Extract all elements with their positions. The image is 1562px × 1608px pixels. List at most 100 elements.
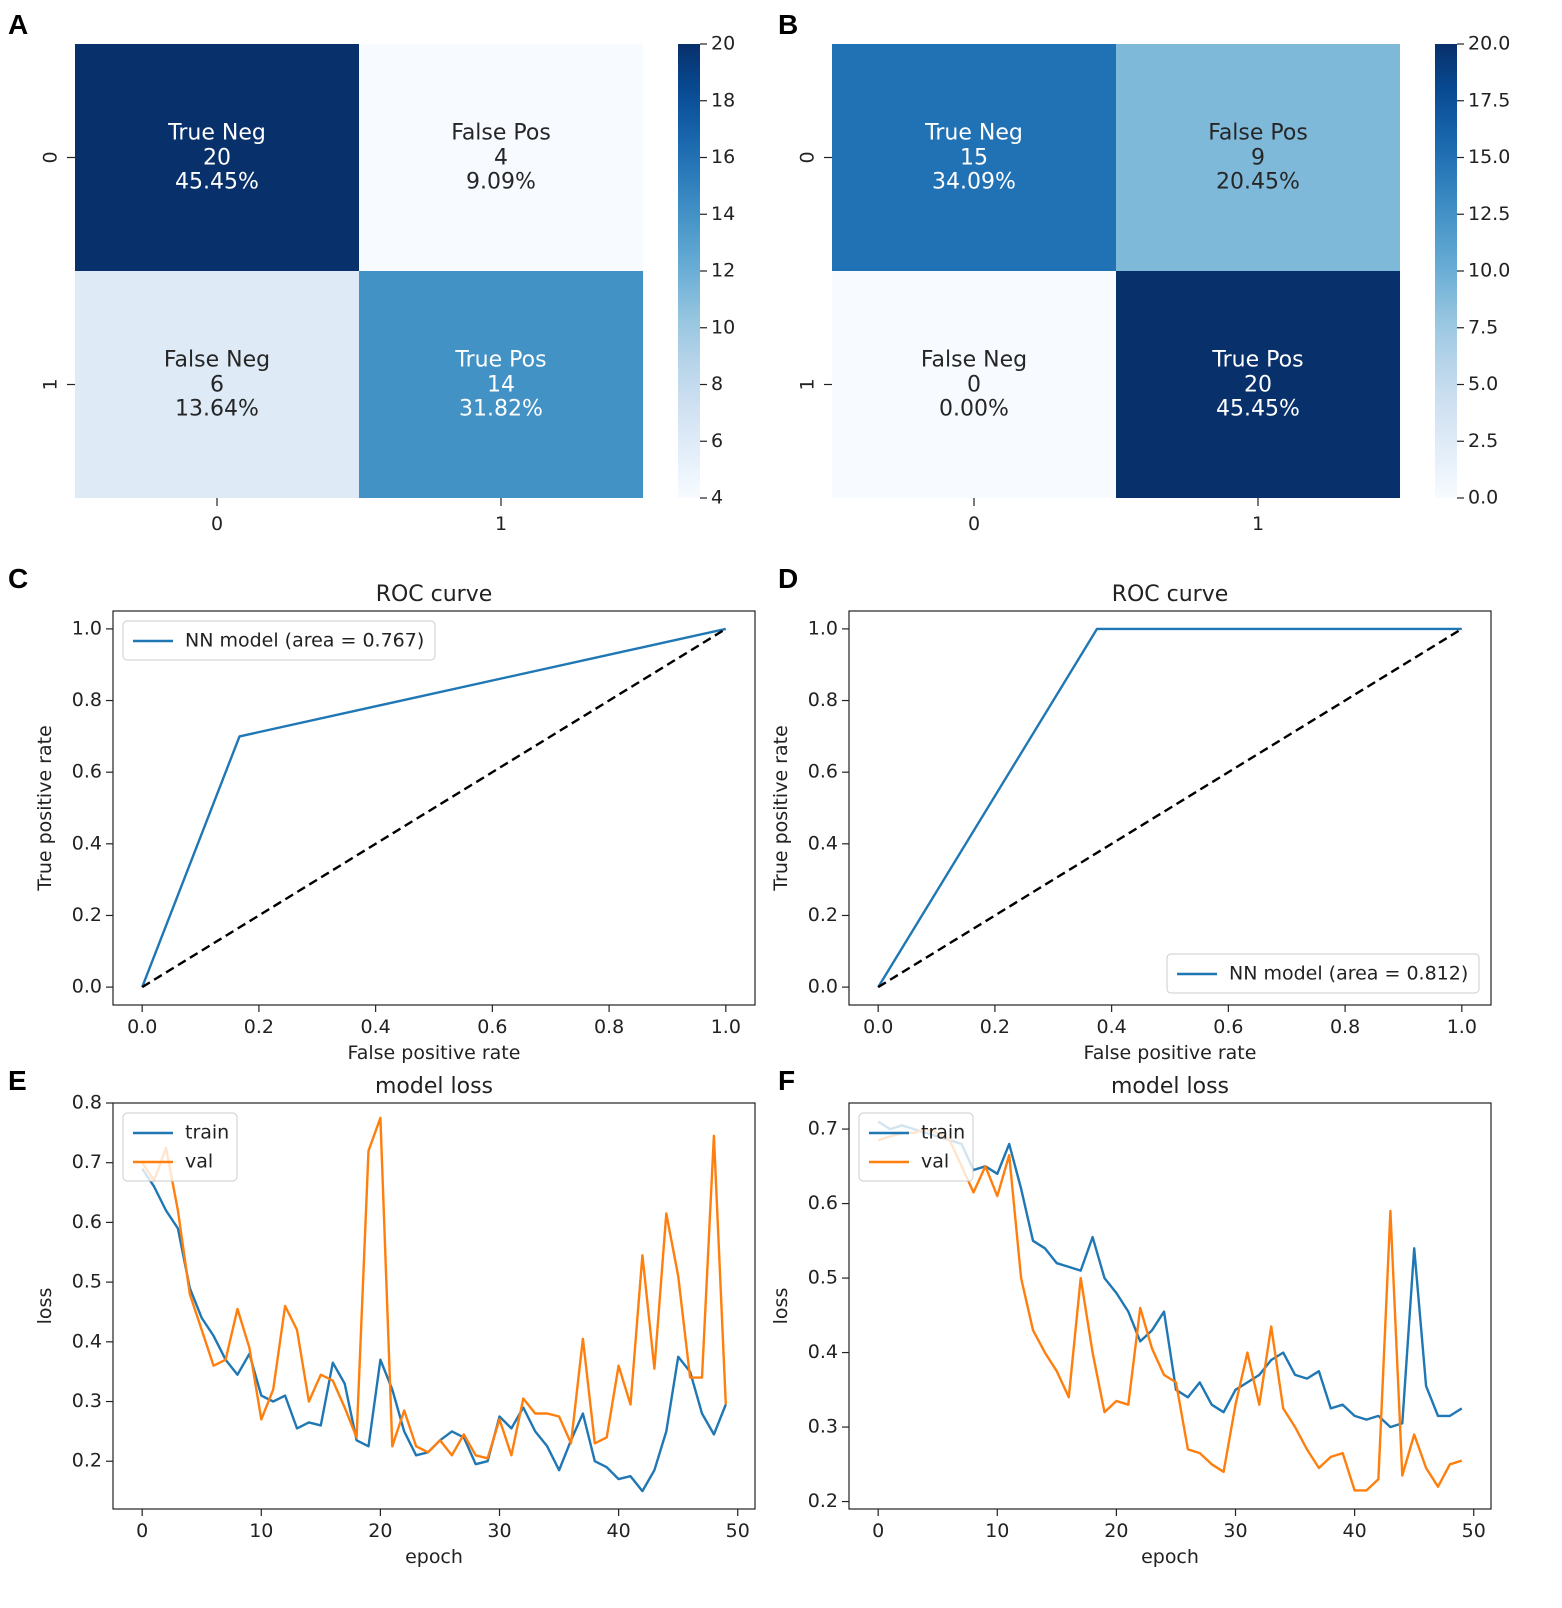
cell-count-label: 20 [203, 146, 231, 171]
cell-count-label: 4 [494, 146, 508, 171]
cell-count-label: 0 [967, 373, 981, 398]
panel-label-d: D [778, 563, 798, 594]
chance-diagonal-line [141, 627, 727, 989]
colorbar-tick-label: 18 [711, 89, 735, 111]
chart-title: ROC curve [376, 582, 493, 607]
x-tick-label: 0.6 [477, 1016, 507, 1038]
colorbar-tick-label: 5.0 [1468, 373, 1498, 395]
y-axis-label: loss [34, 1288, 56, 1325]
chance-diagonal-line [877, 627, 1463, 989]
y-tick-label: 0.7 [808, 1118, 838, 1140]
y-tick-label: 0.4 [72, 1330, 102, 1352]
heatmap-cell [359, 44, 643, 271]
y-tick-label: 0 [40, 151, 62, 163]
y-tick-label: 1 [40, 378, 62, 390]
y-tick-label: 0.4 [808, 832, 838, 854]
legend-label: NN model (area = 0.767) [185, 630, 424, 652]
x-tick-label: 0.8 [1330, 1016, 1360, 1038]
legend-label: val [921, 1151, 949, 1173]
x-tick-label: 40 [1343, 1520, 1367, 1542]
panel-label-c: C [8, 563, 28, 594]
colorbar-tick-label: 12.5 [1468, 203, 1510, 225]
y-tick-label: 0.3 [72, 1390, 102, 1412]
panel-label-e: E [8, 1065, 27, 1096]
y-tick-label: 0.0 [808, 976, 838, 998]
cell-count-label: 15 [960, 146, 988, 171]
colorbar [678, 44, 700, 498]
cell-name-label: False Neg [164, 348, 270, 373]
series-group [141, 1116, 727, 1493]
x-tick-label: 1.0 [711, 1016, 741, 1038]
legend-box [122, 620, 436, 661]
heatmap-cell [1116, 271, 1400, 498]
cell-count-label: 20 [1244, 373, 1272, 398]
legend-label: train [185, 1122, 229, 1144]
colorbar [1435, 44, 1457, 498]
cell-name-label: True Neg [167, 121, 266, 146]
colorbar-tick-label: 2.5 [1468, 430, 1498, 452]
plot-d: ROC curve 0.0 0.2 0.4 0.6 0.8 1.0 0.0 0.2 0.4 0.6 0… [770, 582, 1492, 1064]
chart-title: model loss [375, 1074, 493, 1099]
legend-box [858, 1112, 974, 1182]
series-line-nn [877, 627, 1462, 988]
x-tick-label: 0.6 [1213, 1016, 1243, 1038]
x-axis-label: False positive rate [348, 1042, 521, 1064]
y-tick-label: 0.4 [72, 832, 102, 854]
cell-percent-label: 31.82% [459, 397, 543, 422]
colorbar-tick-label: 15.0 [1468, 146, 1510, 168]
y-tick-label: 0.2 [808, 1490, 838, 1512]
x-tick-label: 50 [726, 1520, 750, 1542]
x-tick-label: 50 [1462, 1520, 1486, 1542]
colorbar-tick-label: 20.0 [1468, 33, 1510, 55]
y-tick-label: 0.5 [808, 1267, 838, 1289]
y-tick-label: 0.4 [808, 1341, 838, 1363]
y-tick-label: 0.8 [72, 1092, 102, 1114]
plot-frame [112, 1102, 756, 1510]
legend-label: val [185, 1151, 213, 1173]
cell-percent-label: 13.64% [175, 397, 259, 422]
cell-name-label: True Neg [924, 121, 1023, 146]
cell-percent-label: 45.45% [1216, 397, 1300, 422]
x-tick-label: 10 [249, 1520, 273, 1542]
plot-e: model loss 0 10 20 30 40 50 0.2 0.3 0.4 0.5 0.6 0.7 0… [34, 1074, 756, 1568]
y-axis-label: loss [770, 1288, 792, 1325]
series-line-nn [141, 627, 727, 988]
cell-percent-label: 0.00% [939, 397, 1009, 422]
x-tick-label: 0.0 [127, 1016, 157, 1038]
colorbar-tick-label: 0.0 [1468, 487, 1498, 509]
x-tick-label: 30 [487, 1520, 511, 1542]
plot-frame [112, 610, 756, 1006]
cell-percent-label: 34.09% [932, 170, 1016, 195]
plot-c: ROC curve 0.0 0.2 0.4 0.6 0.8 1.0 0.0 0.2 0.4 0.6 0… [34, 582, 756, 1064]
series-line-train [141, 1168, 727, 1493]
colorbar-tick-label: 14 [711, 203, 735, 225]
x-tick-label: 0.2 [244, 1016, 274, 1038]
chart-title: model loss [1111, 1074, 1229, 1099]
legend-label: train [921, 1122, 965, 1144]
series-group [877, 627, 1463, 989]
cell-percent-label: 20.45% [1216, 170, 1300, 195]
x-tick-label: 40 [607, 1520, 631, 1542]
y-tick-label: 0.3 [808, 1416, 838, 1438]
plot-f: model loss 0 10 20 30 40 50 0.2 0.3 0.4 0.5 0.6 0.7 e… [770, 1074, 1492, 1568]
plot-frame [848, 610, 1492, 1006]
legend: NN model (area = 0.812) [1166, 953, 1480, 994]
plot-frame [848, 1102, 1492, 1510]
cell-percent-label: 9.09% [466, 170, 536, 195]
cell-name-label: True Pos [454, 348, 546, 373]
series-group [877, 1120, 1463, 1492]
cell-name-label: False Pos [451, 121, 551, 146]
cell-count-label: 6 [210, 373, 224, 398]
legend: NN model (area = 0.767) [122, 620, 436, 661]
cell-count-label: 9 [1251, 146, 1265, 171]
legend: train val [858, 1112, 974, 1182]
colorbar-tick-label: 20 [711, 33, 735, 55]
y-tick-label: 0 [797, 151, 819, 163]
y-tick-label: 0.6 [72, 1211, 102, 1233]
chart-title: ROC curve [1112, 582, 1229, 607]
x-axis-label: epoch [1141, 1546, 1199, 1568]
y-tick-label: 0.6 [808, 761, 838, 783]
panel-label-a: A [8, 9, 28, 40]
legend: train val [122, 1112, 238, 1182]
